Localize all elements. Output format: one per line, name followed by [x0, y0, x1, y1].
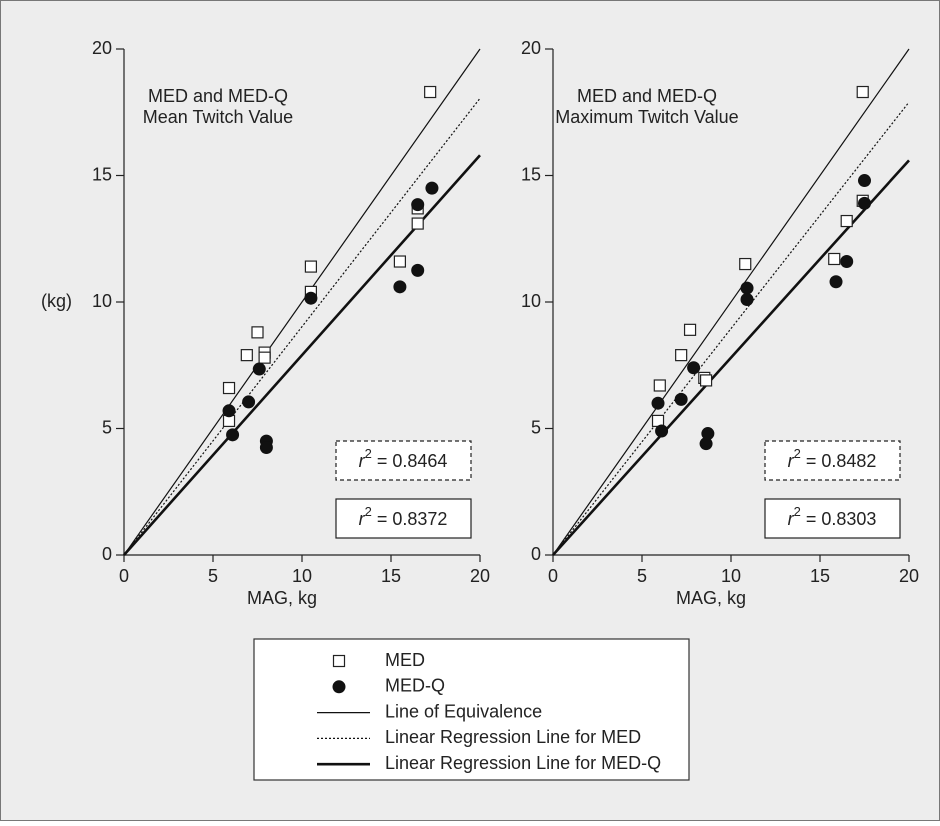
x-tick-label: 5 — [637, 566, 647, 586]
r2-label: r2 = 0.8482 — [788, 446, 877, 470]
square-marker — [856, 85, 869, 99]
r2-box — [335, 440, 472, 481]
circle-marker — [252, 362, 266, 376]
legend-marker — [332, 680, 346, 694]
square-marker — [699, 374, 713, 387]
y-tick-label: 5 — [531, 417, 541, 437]
circle-marker — [687, 361, 701, 375]
circle-marker — [740, 281, 754, 295]
x-tick-label: 20 — [899, 566, 919, 586]
r2-text: = 0.8482 — [801, 451, 877, 471]
y-tick-label: 10 — [521, 291, 541, 311]
circle-marker — [840, 255, 854, 269]
circle-marker — [858, 196, 871, 210]
r2-box — [335, 498, 472, 539]
square-marker — [251, 326, 264, 339]
r2-box — [764, 440, 901, 481]
y-tick-label: 5 — [102, 417, 112, 437]
x-axis-label: MAG, kg — [676, 588, 746, 608]
legend-marker — [332, 654, 346, 668]
r2-text: = 0.8464 — [372, 451, 448, 471]
r2-box — [764, 498, 901, 539]
circle-marker — [411, 198, 425, 212]
legend-label: Linear Regression Line for MED-Q — [385, 753, 661, 773]
circle-marker — [304, 291, 318, 305]
circle-marker — [242, 395, 256, 409]
r2-prefix: r — [788, 509, 795, 529]
legend-label: Linear Regression Line for MED — [385, 727, 641, 747]
circle-marker — [740, 292, 754, 306]
y-tick-label: 20 — [521, 38, 541, 58]
circle-marker — [651, 396, 665, 410]
y-tick-label: 20 — [92, 38, 112, 58]
circle-marker — [829, 275, 843, 289]
x-tick-label: 20 — [470, 566, 490, 586]
r2-label: r2 = 0.8464 — [359, 446, 448, 470]
regression-line — [123, 48, 481, 556]
square-marker — [222, 381, 236, 395]
x-tick-label: 15 — [381, 566, 401, 586]
r2-prefix: r — [359, 451, 366, 471]
annotation: MED and MED-Q — [148, 86, 288, 106]
square-marker — [653, 379, 666, 392]
regression-line — [123, 97, 481, 556]
circle-marker — [699, 437, 713, 451]
y-tick-label: 10 — [92, 291, 112, 311]
circle-marker — [655, 424, 669, 438]
x-tick-label: 0 — [119, 566, 129, 586]
square-marker — [424, 85, 437, 99]
r2-sup: 2 — [365, 446, 372, 461]
circle-marker — [425, 181, 439, 195]
square-marker — [683, 323, 697, 336]
circle-marker — [226, 428, 240, 442]
r2-prefix: r — [359, 509, 366, 529]
regression-line — [552, 101, 910, 556]
circle-marker — [674, 392, 688, 406]
r2-label: r2 = 0.8372 — [359, 504, 448, 528]
square-marker — [739, 257, 752, 271]
circle-marker — [222, 404, 236, 418]
x-tick-label: 10 — [292, 566, 312, 586]
r2-sup: 2 — [794, 504, 801, 519]
y-tick-label: 0 — [531, 544, 541, 564]
x-tick-label: 5 — [208, 566, 218, 586]
legend-label: MED-Q — [385, 676, 445, 696]
x-tick-label: 0 — [548, 566, 558, 586]
square-marker — [828, 252, 841, 266]
square-marker — [393, 255, 406, 268]
square-marker — [840, 214, 853, 228]
annotation: MED and MED-Q — [577, 86, 717, 106]
annotation: Maximum Twitch Value — [555, 107, 738, 127]
x-tick-label: 10 — [721, 566, 741, 586]
legend-box — [253, 638, 690, 781]
r2-text: = 0.8372 — [372, 509, 448, 529]
r2-label: r2 = 0.8303 — [788, 504, 877, 528]
x-tick-label: 15 — [810, 566, 830, 586]
circle-marker — [701, 427, 715, 441]
square-marker — [411, 217, 424, 230]
legend-label: MED — [385, 650, 425, 670]
square-marker — [675, 349, 688, 362]
y-tick-label: 15 — [521, 164, 541, 184]
regression-line — [552, 48, 910, 556]
x-axis-label: MAG, kg — [247, 588, 317, 608]
legend-label: Line of Equivalence — [385, 701, 542, 721]
r2-sup: 2 — [794, 446, 801, 461]
square-marker — [304, 260, 317, 273]
circle-marker — [858, 174, 871, 188]
annotation: Mean Twitch Value — [143, 107, 293, 127]
circle-marker — [259, 440, 273, 454]
circle-marker — [393, 280, 407, 294]
r2-sup: 2 — [365, 504, 372, 519]
square-marker — [258, 351, 271, 364]
y-tick-label: 0 — [102, 544, 112, 564]
y-axis-label: (kg) — [41, 291, 72, 311]
circle-marker — [411, 263, 425, 277]
y-tick-label: 15 — [92, 164, 112, 184]
r2-prefix: r — [788, 451, 795, 471]
square-marker — [240, 349, 253, 362]
r2-text: = 0.8303 — [801, 509, 877, 529]
